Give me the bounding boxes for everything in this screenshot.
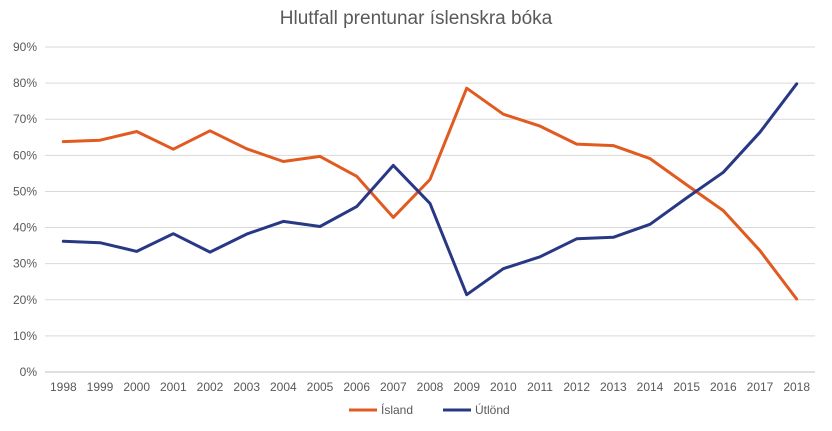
series-line-island (61, 86, 799, 301)
x-tick-label: 2005 (307, 380, 334, 394)
y-tick-label: 50% (13, 184, 37, 198)
y-tick-label: 40% (13, 221, 37, 235)
x-tick-label: 2017 (747, 380, 774, 394)
x-tick-label: 2007 (380, 380, 407, 394)
x-tick-label: 2001 (160, 380, 187, 394)
y-tick-label: 70% (13, 112, 37, 126)
legend: Ísland Útlönd (349, 402, 510, 417)
x-tick-label: 2004 (270, 380, 297, 394)
x-tick-label: 2000 (123, 380, 150, 394)
x-tick-label: 2002 (197, 380, 224, 394)
x-tick-label: 2011 (527, 380, 553, 394)
y-axis-tick-labels: 0% 10% 20% 30% 40% 50% 60% 70% 80% 90% (13, 40, 37, 379)
x-tick-label: 2008 (417, 380, 444, 394)
x-tick-label: 2015 (673, 380, 700, 394)
x-tick-label: 2006 (343, 380, 370, 394)
y-tick-label: 60% (13, 148, 37, 162)
x-tick-label: 1998 (50, 380, 77, 394)
chart-title: Hlutfall prentunar íslenskra bóka (279, 8, 553, 29)
series-lines (61, 82, 799, 301)
y-tick-label: 20% (13, 293, 37, 307)
x-axis-tick-labels: 1998 1999 2000 2001 2002 2003 2004 2005 2006 2007… (50, 380, 810, 394)
y-tick-label: 0% (20, 365, 38, 379)
series-line-utlond (61, 82, 799, 297)
x-tick-label: 2010 (490, 380, 517, 394)
x-tick-label: 2016 (710, 380, 737, 394)
x-tick-label: 2012 (563, 380, 590, 394)
y-tick-label: 30% (13, 257, 37, 271)
x-tick-label: 2013 (600, 380, 627, 394)
legend-label: Útlönd (475, 402, 510, 417)
y-tick-label: 90% (13, 40, 37, 54)
gridlines (45, 46, 815, 373)
x-tick-label: 2009 (453, 380, 480, 394)
legend-label: Ísland (381, 402, 413, 417)
x-tick-label: 1999 (87, 380, 114, 394)
x-tick-label: 2018 (783, 380, 810, 394)
y-tick-label: 80% (13, 76, 37, 90)
x-tick-label: 2014 (637, 380, 664, 394)
y-tick-label: 10% (13, 329, 37, 343)
x-tick-label: 2003 (233, 380, 260, 394)
